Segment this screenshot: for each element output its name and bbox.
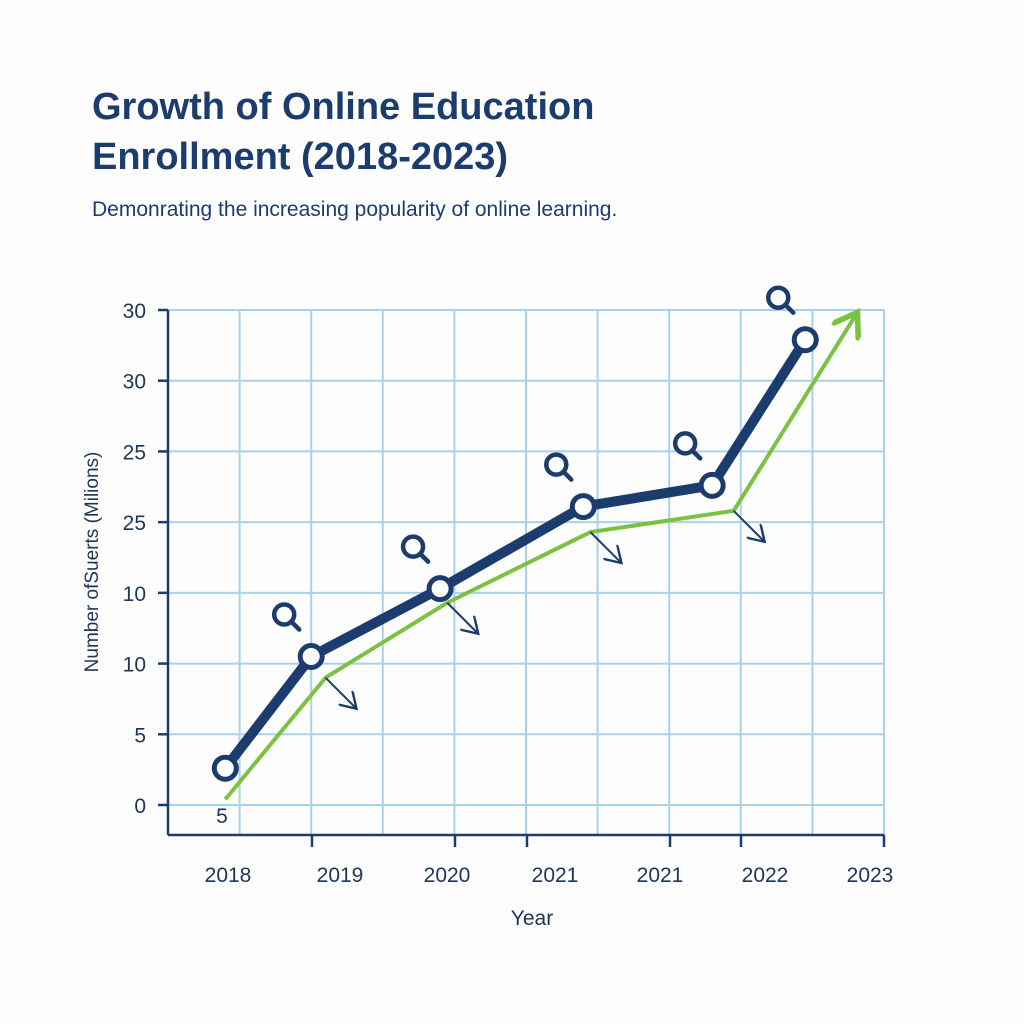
- data-point: [426, 575, 454, 603]
- data-annotation: 5: [216, 805, 228, 828]
- magnifier-lens: [765, 285, 791, 310]
- x-tick-label: 2022: [742, 864, 789, 887]
- arrow-icon: [732, 510, 765, 542]
- series-line-enrollment: [221, 337, 810, 772]
- y-tick-label: 0: [134, 795, 146, 818]
- x-tick-label: 2021: [637, 864, 684, 887]
- magnifier-handle: [782, 302, 796, 315]
- chart-title: Growth of Online Education Enrollment (2…: [92, 86, 595, 178]
- magnifier-lens: [672, 431, 698, 456]
- magnifier-icon: [544, 452, 574, 482]
- x-tick-label: 2023: [847, 864, 894, 887]
- x-tick-label: 2019: [317, 864, 364, 887]
- x-axis-label: Year: [511, 907, 553, 930]
- magnifier-icon: [765, 285, 796, 315]
- y-tick-label: 30: [123, 300, 146, 323]
- magnifier-handle: [417, 551, 431, 564]
- data-point: [569, 493, 597, 521]
- data-point: [791, 326, 819, 354]
- magnifier-icon: [400, 534, 431, 564]
- y-tick-label: 10: [123, 583, 146, 606]
- y-axis-label: Number ofSuerts (Milions): [82, 452, 103, 673]
- data-point: [698, 471, 726, 499]
- y-tick-label: 25: [123, 441, 146, 464]
- magnifier-lens: [400, 534, 426, 559]
- series-layer: [211, 285, 855, 801]
- arrow-icon: [324, 677, 357, 709]
- magnifier-handle: [561, 469, 574, 482]
- magnifier-lens: [544, 452, 569, 477]
- series-line-trend: [223, 316, 855, 801]
- arrow-icon: [589, 531, 621, 563]
- y-tick-label: 10: [123, 654, 146, 677]
- chart-subtitle: Demonrating the increasing popularity of…: [92, 198, 618, 221]
- arrow-icon: [446, 602, 478, 634]
- y-tick-label: 25: [123, 512, 146, 535]
- magnifier-handle: [288, 619, 302, 632]
- data-point: [211, 754, 239, 782]
- axes: 0 5 10 10 25 25 30 30 2018 2019 2020 2021 2021 2022 20…: [123, 300, 894, 887]
- x-tick-label: 2020: [424, 864, 471, 887]
- magnifier-icon: [672, 431, 703, 461]
- magnifier-lens: [271, 602, 297, 627]
- y-tick-label: 30: [123, 371, 146, 394]
- y-tick-label: 5: [134, 724, 146, 747]
- grid: [168, 309, 885, 835]
- x-tick-label: 2018: [205, 864, 252, 887]
- magnifier-handle: [689, 448, 703, 461]
- data-point: [297, 643, 325, 670]
- magnifier-icon: [271, 602, 302, 632]
- x-tick-label: 2021: [532, 864, 579, 887]
